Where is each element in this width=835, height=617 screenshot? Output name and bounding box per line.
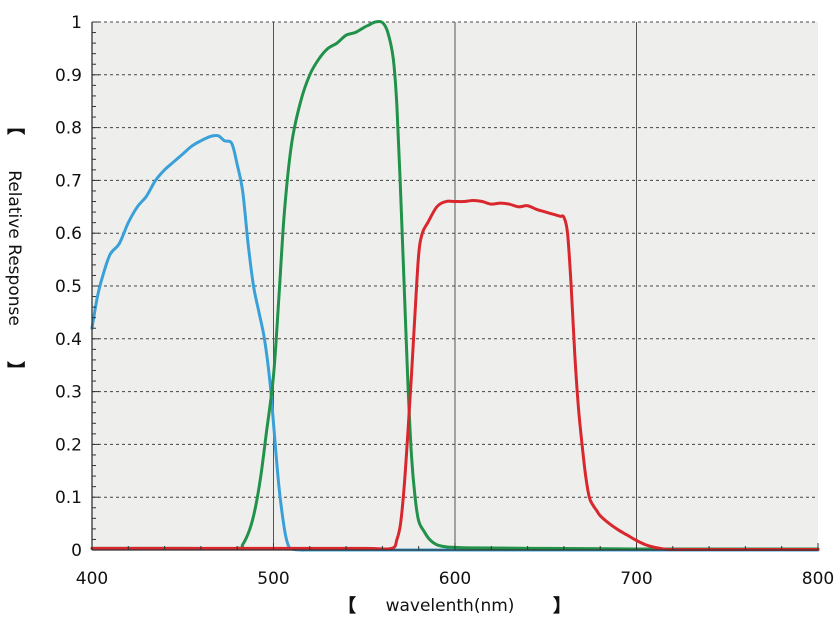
y-tick-label: 0.3 — [55, 383, 82, 403]
y-tick-label: 0.6 — [55, 224, 82, 244]
x-tick-label: 700 — [620, 569, 652, 589]
x-tick-label: 800 — [802, 569, 834, 589]
y-axis-title: Relative Response — [4, 170, 24, 326]
y-tick-label: 0.4 — [55, 330, 82, 350]
y-tick-label: 0.9 — [55, 66, 82, 86]
y-tick-label: 0.1 — [55, 488, 82, 508]
y-axis-title-group: 【 Relative Response 】 — [4, 117, 25, 379]
x-axis-bracket-open: 【 — [338, 596, 356, 617]
axes — [91, 21, 819, 551]
y-tick-label: 0.8 — [55, 119, 82, 139]
y-tick-label: 0.5 — [55, 277, 82, 297]
y-tick-label: 1 — [71, 13, 82, 33]
y-tick-label: 0 — [71, 541, 82, 561]
x-tick-labels: 400 500 600 700 800 — [76, 569, 834, 589]
x-tick-label: 400 — [76, 569, 108, 589]
x-axis-title: wavelenth(nm) — [386, 596, 515, 616]
series-line-2 — [90, 19, 820, 551]
y-tick-label: 0.2 — [55, 435, 82, 455]
x-tick-label: 600 — [439, 569, 471, 589]
x-axis-title-group: 【 wavelenth(nm) 】 — [338, 596, 571, 617]
y-axis-bracket-close: 】 — [4, 361, 25, 379]
y-tick-label: 0.7 — [55, 171, 82, 191]
y-tick-labels: 0 0.1 0.2 0.3 0.4 0.5 0.6 0.7 0.8 0.9 1 — [55, 13, 82, 561]
series-line-3 — [90, 198, 820, 552]
y-axis-bracket-open: 【 — [4, 117, 25, 135]
grid — [92, 21, 818, 550]
x-tick-label: 500 — [257, 569, 289, 589]
x-axis-bracket-close: 】 — [553, 596, 571, 617]
